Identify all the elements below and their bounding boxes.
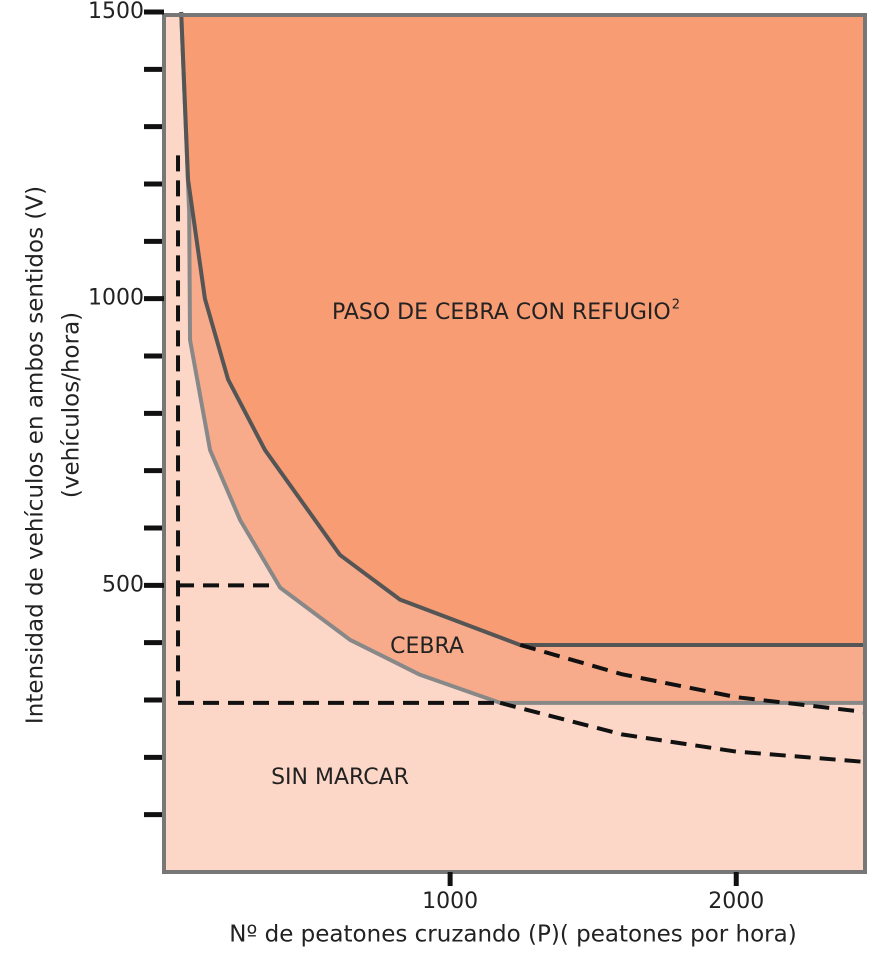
dashed-line (519, 643, 866, 715)
boundary-line (179, 11, 865, 647)
y-tick-label: 500 (102, 572, 144, 597)
region-label: SIN MARCAR (271, 765, 409, 790)
footnote-mark: 2 (672, 298, 680, 313)
region (181, 12, 865, 645)
boundary-line (179, 11, 865, 705)
y-tick-label: 1500 (88, 0, 144, 24)
dashed-line (499, 700, 866, 764)
y-axis-label: Intensidad de vehículos en ambos sentido… (23, 186, 49, 724)
x-tick-label: 2000 (708, 889, 764, 914)
region-label: CEBRA (390, 634, 464, 659)
x-tick-label: 1000 (422, 889, 478, 914)
region-label: PASO DE CEBRA CON REFUGIO (332, 300, 671, 325)
x-axis-label: Nº de peatones cruzando (P)( peatones po… (229, 922, 796, 948)
y-axis-label: (vehículos/hora) (59, 312, 85, 498)
plot-frame (162, 13, 867, 874)
plot-area (144, 9, 867, 886)
y-tick-label: 1000 (88, 286, 144, 311)
